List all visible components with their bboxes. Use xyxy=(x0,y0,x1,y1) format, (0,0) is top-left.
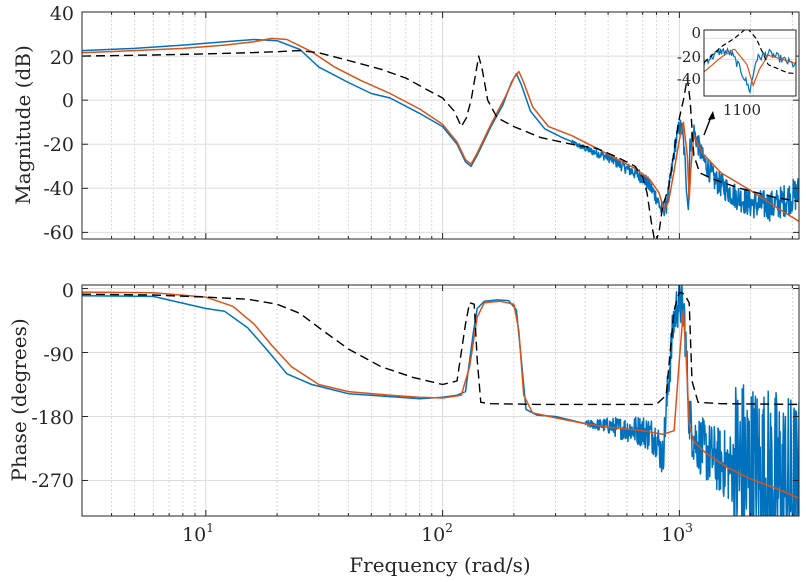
phase-ytick-label: 0 xyxy=(62,280,74,302)
xtick-label-10-1: 101 xyxy=(182,521,214,546)
inset-ytick-label: -40 xyxy=(677,70,701,88)
phase-ytick-label: -90 xyxy=(43,344,74,366)
series-line-initial-guess xyxy=(82,291,799,406)
inset-plot-area xyxy=(704,30,796,96)
xtick-label-10-3: 103 xyxy=(661,521,693,546)
xtick-base: 10 xyxy=(661,524,685,546)
phase-y-tick-labels: 0 -90 -180 -270 xyxy=(31,280,74,492)
phase-panel: 0 -90 -180 -270 101 102 103 Phase (degre… xyxy=(7,280,800,577)
mag-ytick-label: 40 xyxy=(50,3,74,25)
inset-arrow-head xyxy=(708,111,715,120)
phase-plot-area xyxy=(82,285,799,516)
magnitude-y-axis-label: Magnitude (dB) xyxy=(11,45,35,205)
xtick-base: 10 xyxy=(182,524,206,546)
magnitude-series xyxy=(82,37,799,239)
phase-y-axis-label: Phase (degrees) xyxy=(7,318,31,481)
inset-series-line-initial-guess xyxy=(704,30,796,75)
magnitude-inset: 0 -20 -40 1100 xyxy=(677,24,797,119)
phase-x-tick-labels: 101 102 103 xyxy=(182,521,693,546)
inset-arrow xyxy=(703,111,715,136)
inset-series-line-model xyxy=(704,48,796,87)
x-axis-label: Frequency (rad/s) xyxy=(349,553,530,577)
mag-ytick-label: 0 xyxy=(62,90,74,112)
inset-ytick-label: 0 xyxy=(691,24,701,42)
magnitude-axes-box xyxy=(81,11,800,240)
inset-xtick-label: 1100 xyxy=(723,101,761,119)
inset-axes-box xyxy=(703,29,797,97)
mag-ytick-label: -60 xyxy=(43,222,74,244)
xtick-exponent: 1 xyxy=(206,521,214,535)
xtick-base: 10 xyxy=(421,524,445,546)
inset-arrow-line xyxy=(703,116,712,136)
xtick-exponent: 3 xyxy=(685,521,693,535)
series-line-initial-guess xyxy=(82,49,799,239)
mag-ytick-label: -40 xyxy=(43,178,74,200)
xtick-label-10-2: 102 xyxy=(421,521,453,546)
magnitude-panel: 40 20 0 -20 -40 -60 Magnitude (dB) 0 -20… xyxy=(11,3,800,244)
mag-ytick-label: -20 xyxy=(43,134,74,156)
series-line-model xyxy=(82,37,799,223)
xtick-exponent: 2 xyxy=(445,521,453,535)
inset-series-line-measured xyxy=(704,47,796,95)
phase-ytick-label: -180 xyxy=(31,407,74,429)
magnitude-y-tick-labels: 40 20 0 -20 -40 -60 xyxy=(43,3,74,244)
series-line-model xyxy=(82,291,799,499)
series-line-measured xyxy=(82,38,799,222)
inset-series xyxy=(704,30,796,95)
phase-series xyxy=(82,285,799,516)
mag-ytick-label: 20 xyxy=(50,47,74,69)
phase-ytick-label: -270 xyxy=(31,470,74,492)
inset-ytick-label: -20 xyxy=(677,48,701,66)
phase-ticks xyxy=(81,285,799,516)
phase-axes-box xyxy=(81,284,800,517)
